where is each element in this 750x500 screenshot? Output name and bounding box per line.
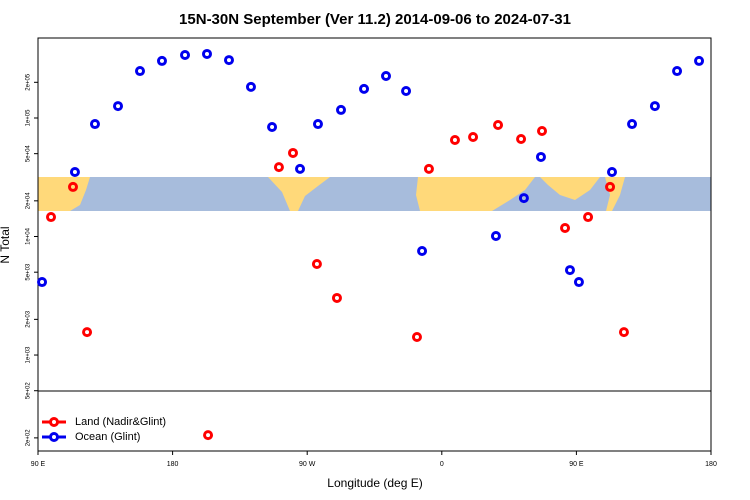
point xyxy=(69,167,80,178)
point xyxy=(311,259,322,270)
x-tick-label: 180 xyxy=(705,461,717,468)
legend-marker xyxy=(49,432,59,442)
point xyxy=(331,292,342,303)
x-tick-label: 90 E xyxy=(31,461,46,468)
point xyxy=(564,265,575,276)
y-tick-label: 5e+02 xyxy=(26,382,32,400)
point xyxy=(82,327,93,338)
point xyxy=(535,151,546,162)
x-tick-label: 90 E xyxy=(569,461,584,468)
point xyxy=(37,277,48,288)
y-axis-title: N Total xyxy=(0,226,12,263)
legend-label: Land (Nadir&Glint) xyxy=(75,416,166,428)
y-tick-label: 2e+02 xyxy=(26,429,32,447)
point xyxy=(560,222,571,233)
point xyxy=(134,66,145,77)
point xyxy=(67,181,78,192)
point xyxy=(583,212,594,223)
x-tick-label: 0 xyxy=(440,461,444,468)
point xyxy=(203,430,214,441)
point xyxy=(359,83,370,94)
point xyxy=(245,81,256,92)
plot-frame xyxy=(37,37,712,452)
chart-title: 15N-30N September (Ver 11.2) 2014-09-06 … xyxy=(179,11,571,28)
point xyxy=(618,327,629,338)
point xyxy=(573,277,584,288)
point xyxy=(493,119,504,130)
point xyxy=(312,119,323,130)
point xyxy=(516,133,527,144)
x-tick-label: 180 xyxy=(167,461,179,468)
x-tick-label: 90 W xyxy=(299,461,316,468)
map-strip xyxy=(38,177,711,211)
point xyxy=(649,101,660,112)
point xyxy=(518,193,529,204)
point xyxy=(381,71,392,82)
point xyxy=(490,230,501,241)
point xyxy=(537,125,548,136)
y-tick-label: 1e+05 xyxy=(26,109,32,127)
point xyxy=(201,48,212,59)
point xyxy=(694,55,705,66)
y-tick-label: 5e+03 xyxy=(26,263,32,281)
point xyxy=(156,55,167,66)
point xyxy=(180,49,191,60)
point xyxy=(401,85,412,96)
point xyxy=(267,122,278,133)
point xyxy=(627,119,638,130)
y-tick-label: 1e+04 xyxy=(26,227,32,245)
point xyxy=(295,163,306,174)
y-tick-label: 2e+04 xyxy=(26,192,32,210)
point xyxy=(89,119,100,130)
point xyxy=(113,101,124,112)
point xyxy=(417,245,428,256)
point xyxy=(411,331,422,342)
point xyxy=(287,147,298,158)
point xyxy=(423,163,434,174)
point xyxy=(273,162,284,173)
point xyxy=(46,212,57,223)
legend-label: Ocean (Glint) xyxy=(75,431,140,443)
point xyxy=(606,167,617,178)
point xyxy=(335,104,346,115)
y-tick-label: 2e+03 xyxy=(26,310,32,328)
point xyxy=(468,132,479,143)
x-axis-title: Longitude (deg E) xyxy=(327,476,422,490)
legend-marker xyxy=(49,417,59,427)
point xyxy=(223,55,234,66)
point xyxy=(605,181,616,192)
y-tick-label: 5e+04 xyxy=(26,145,32,163)
y-tick-label: 2e+05 xyxy=(26,73,32,91)
y-tick-label: 1e+03 xyxy=(26,346,32,364)
point xyxy=(449,135,460,146)
point xyxy=(672,66,683,77)
